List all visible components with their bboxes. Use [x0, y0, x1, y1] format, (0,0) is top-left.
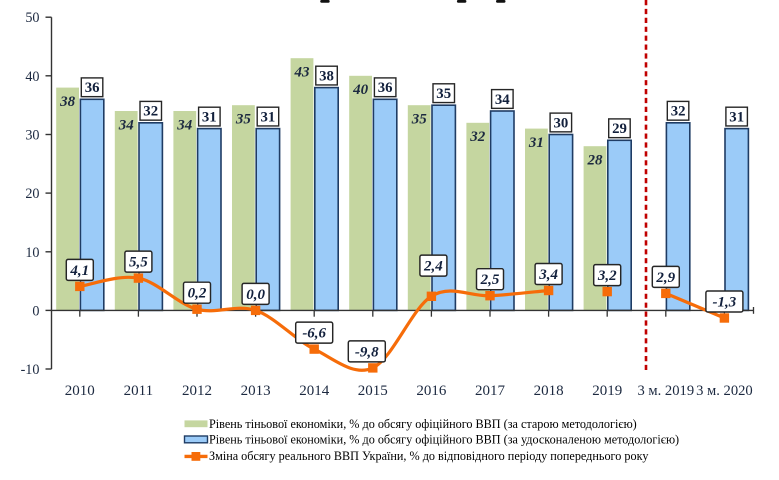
- svg-text:32: 32: [671, 104, 686, 120]
- svg-text:2017: 2017: [475, 383, 506, 399]
- svg-text:2019: 2019: [592, 383, 622, 399]
- svg-text:29: 29: [612, 121, 627, 137]
- svg-text:0,0: 0,0: [246, 287, 265, 303]
- svg-text:34: 34: [495, 92, 510, 108]
- svg-text:2010: 2010: [65, 383, 95, 399]
- svg-text:5,5: 5,5: [129, 255, 148, 271]
- svg-text:28: 28: [587, 153, 604, 169]
- svg-text:30: 30: [25, 128, 39, 144]
- svg-text:2,9: 2,9: [655, 270, 675, 286]
- svg-text:2012: 2012: [182, 383, 212, 399]
- svg-text:3,2: 3,2: [597, 268, 617, 284]
- svg-text:-10: -10: [21, 362, 40, 378]
- svg-text:2015: 2015: [358, 383, 388, 399]
- svg-text:3 м. 2019: 3 м. 2019: [637, 383, 694, 399]
- svg-text:3,4: 3,4: [538, 267, 558, 283]
- svg-text:32: 32: [143, 104, 158, 120]
- svg-text:0: 0: [32, 303, 39, 319]
- svg-text:2013: 2013: [241, 383, 271, 399]
- svg-text:40: 40: [352, 82, 369, 98]
- svg-text:38: 38: [59, 94, 76, 110]
- svg-text:35: 35: [411, 112, 428, 128]
- svg-text:32: 32: [469, 129, 486, 145]
- svg-text:36: 36: [378, 80, 393, 96]
- svg-text:31: 31: [729, 109, 744, 125]
- svg-text:Рівень тіньової економіки, % д: Рівень тіньової економіки, % до обсягу о…: [209, 433, 679, 447]
- svg-text:3 м. 2020: 3 м. 2020: [696, 383, 753, 399]
- svg-text:30: 30: [554, 115, 569, 131]
- svg-text:0,2: 0,2: [188, 286, 207, 302]
- svg-text:31: 31: [202, 109, 217, 125]
- svg-text:43: 43: [294, 65, 311, 81]
- svg-text:2011: 2011: [124, 383, 153, 399]
- svg-text:38: 38: [319, 68, 334, 84]
- svg-text:Рівень тіньової економіки, % д: Рівень тіньової економіки, % до обсягу о…: [209, 417, 637, 431]
- svg-text:Зміна обсягу реального ВВП Укр: Зміна обсягу реального ВВП України, % до…: [209, 449, 649, 463]
- svg-text:35: 35: [436, 86, 451, 102]
- svg-text:36: 36: [85, 80, 100, 96]
- svg-text:31: 31: [528, 135, 544, 151]
- svg-text:2014: 2014: [299, 383, 330, 399]
- svg-text:-9,8: -9,8: [355, 344, 379, 360]
- svg-text:2,4: 2,4: [423, 259, 443, 275]
- svg-text:50: 50: [25, 10, 39, 26]
- svg-text:34: 34: [118, 117, 135, 133]
- svg-text:2016: 2016: [416, 383, 447, 399]
- svg-text:34: 34: [176, 117, 193, 133]
- svg-text:35: 35: [235, 112, 252, 128]
- svg-text:-1,3: -1,3: [713, 294, 737, 310]
- svg-text:2,5: 2,5: [480, 272, 500, 288]
- svg-text:4,1: 4,1: [69, 263, 89, 279]
- svg-text:10: 10: [25, 245, 39, 261]
- svg-text:-6,6: -6,6: [302, 326, 326, 342]
- svg-text:2018: 2018: [534, 383, 564, 399]
- svg-text:40: 40: [25, 69, 39, 85]
- svg-text:20: 20: [25, 186, 39, 202]
- svg-text:31: 31: [261, 109, 276, 125]
